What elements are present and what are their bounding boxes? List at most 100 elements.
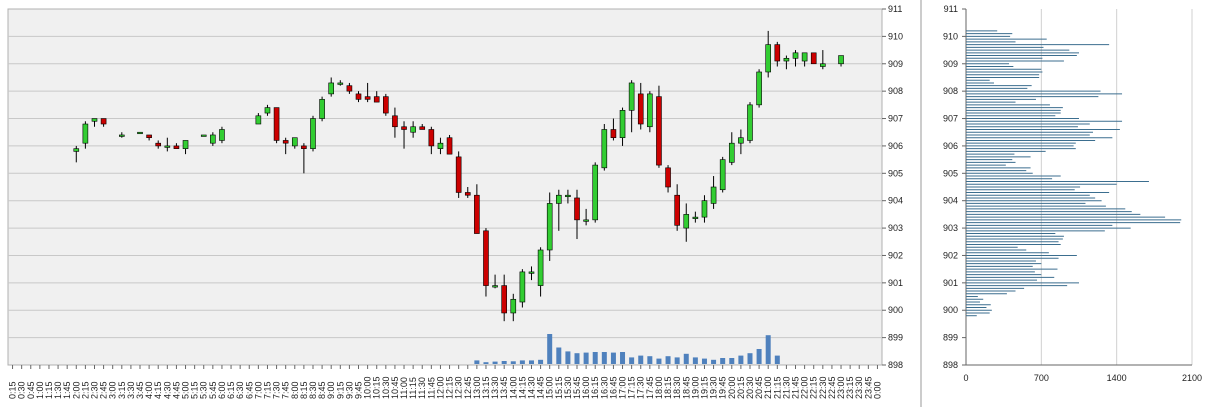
candle (301, 143, 307, 174)
candle-body (647, 93, 653, 128)
volume-bar (610, 352, 616, 364)
x-tick-label: 21:15 (772, 376, 782, 399)
volume-bar (683, 353, 689, 364)
x-tick-label: 11:30 (417, 377, 427, 399)
candle-body (637, 93, 644, 125)
volume-bar (701, 358, 707, 364)
profile-y-tick-label: 901 (943, 278, 958, 288)
candle (801, 52, 808, 67)
candle (464, 187, 471, 198)
x-tick-label: 2:15 (80, 381, 90, 399)
candle-body (383, 96, 389, 114)
candle (282, 137, 289, 155)
x-tick-label: 23:30 (854, 376, 864, 399)
candle-body (610, 129, 617, 139)
x-tick-label: 18:15 (663, 376, 673, 399)
candle (810, 52, 817, 65)
candle-body (137, 131, 143, 135)
x-tick-label: 11:00 (399, 377, 409, 399)
candle (610, 118, 617, 141)
candle (738, 129, 744, 155)
x-tick-label: 7:30 (272, 381, 282, 399)
candle (264, 104, 271, 116)
price-chart-panel: 898 899 900 901 902 903 904 905 906 907 908 909 910 9… (7, 0, 922, 407)
candle-body (492, 285, 498, 288)
x-tick-label: 20:00 (727, 376, 737, 399)
candle (774, 41, 781, 67)
candle-body (656, 96, 662, 166)
volume-bar (711, 359, 717, 364)
x-tick-label: 18:00 (654, 376, 664, 399)
candle-body (255, 115, 262, 125)
candle (401, 121, 407, 149)
candle-body (501, 285, 507, 314)
volume-bar (510, 361, 516, 364)
candle-body (310, 118, 316, 149)
profile-y-tick-label: 900 (943, 305, 958, 315)
candle (200, 134, 207, 137)
x-tick-label: 21:45 (791, 376, 801, 399)
candle (719, 156, 726, 193)
candle (710, 176, 717, 209)
x-tick-label: 0:15 (8, 381, 18, 399)
candle (747, 102, 753, 144)
x-tick-label: 4:00 (144, 381, 154, 399)
x-tick-label: 22:00 (800, 376, 810, 399)
candle-body (474, 194, 480, 234)
candle-body (683, 214, 690, 229)
candle-body (738, 137, 744, 144)
y-tick-label: 903 (888, 223, 903, 233)
candle-body (464, 192, 471, 196)
candle (219, 126, 225, 144)
candle-body (73, 148, 80, 152)
y-tick-label: 905 (888, 168, 903, 178)
candle (310, 115, 316, 152)
x-tick-label: 13:45 (499, 376, 509, 399)
x-tick-label: 20:15 (736, 376, 746, 399)
volume-bar (592, 352, 598, 364)
x-tick-label: 19:15 (699, 376, 709, 399)
x-tick-label: 5:15 (190, 381, 200, 399)
candle-body (219, 129, 225, 141)
candle (273, 107, 280, 144)
candle (592, 162, 599, 223)
profile-y-tick-label: 911 (944, 4, 958, 14)
x-tick-label: 5:00 (181, 381, 191, 399)
x-tick-label: 19:45 (718, 376, 728, 399)
candle-body (692, 216, 699, 219)
volume-bar (528, 360, 534, 364)
candle (410, 121, 416, 138)
y-tick-label: 902 (888, 250, 903, 260)
x-tick-label: 16:15 (590, 376, 600, 399)
candle (364, 82, 371, 103)
candle-body (182, 140, 189, 149)
profile-y-tick-label: 903 (943, 223, 958, 233)
profile-y-tick-label: 909 (943, 59, 958, 69)
candle-body (546, 203, 553, 251)
x-tick-label: 21:30 (781, 376, 791, 399)
volume-bar (601, 352, 607, 364)
y-tick-label: 910 (888, 31, 903, 41)
volume-bar (547, 334, 553, 364)
candle (182, 140, 189, 155)
volume-bar (483, 362, 489, 364)
candle (628, 80, 635, 133)
volume-bar (747, 353, 753, 364)
x-tick-label: 11:45 (426, 377, 436, 399)
candle-body (82, 123, 89, 144)
candle-body (756, 71, 762, 106)
candle-body (392, 115, 398, 128)
x-tick-label: 22:45 (827, 376, 837, 399)
y-tick-label: 899 (888, 333, 903, 343)
x-tick-label: 22:30 (818, 376, 828, 399)
x-tick-label: 13:00 (472, 376, 482, 399)
volume-bar (656, 358, 662, 364)
x-tick-label: 7:15 (262, 381, 272, 399)
x-tick-label: 15:30 (563, 376, 573, 399)
volume-bar (674, 357, 680, 364)
x-tick-label: 11:15 (408, 377, 418, 399)
candle (446, 134, 453, 155)
volume-bar (492, 361, 498, 364)
candle-body (291, 137, 298, 147)
candle (783, 55, 790, 70)
